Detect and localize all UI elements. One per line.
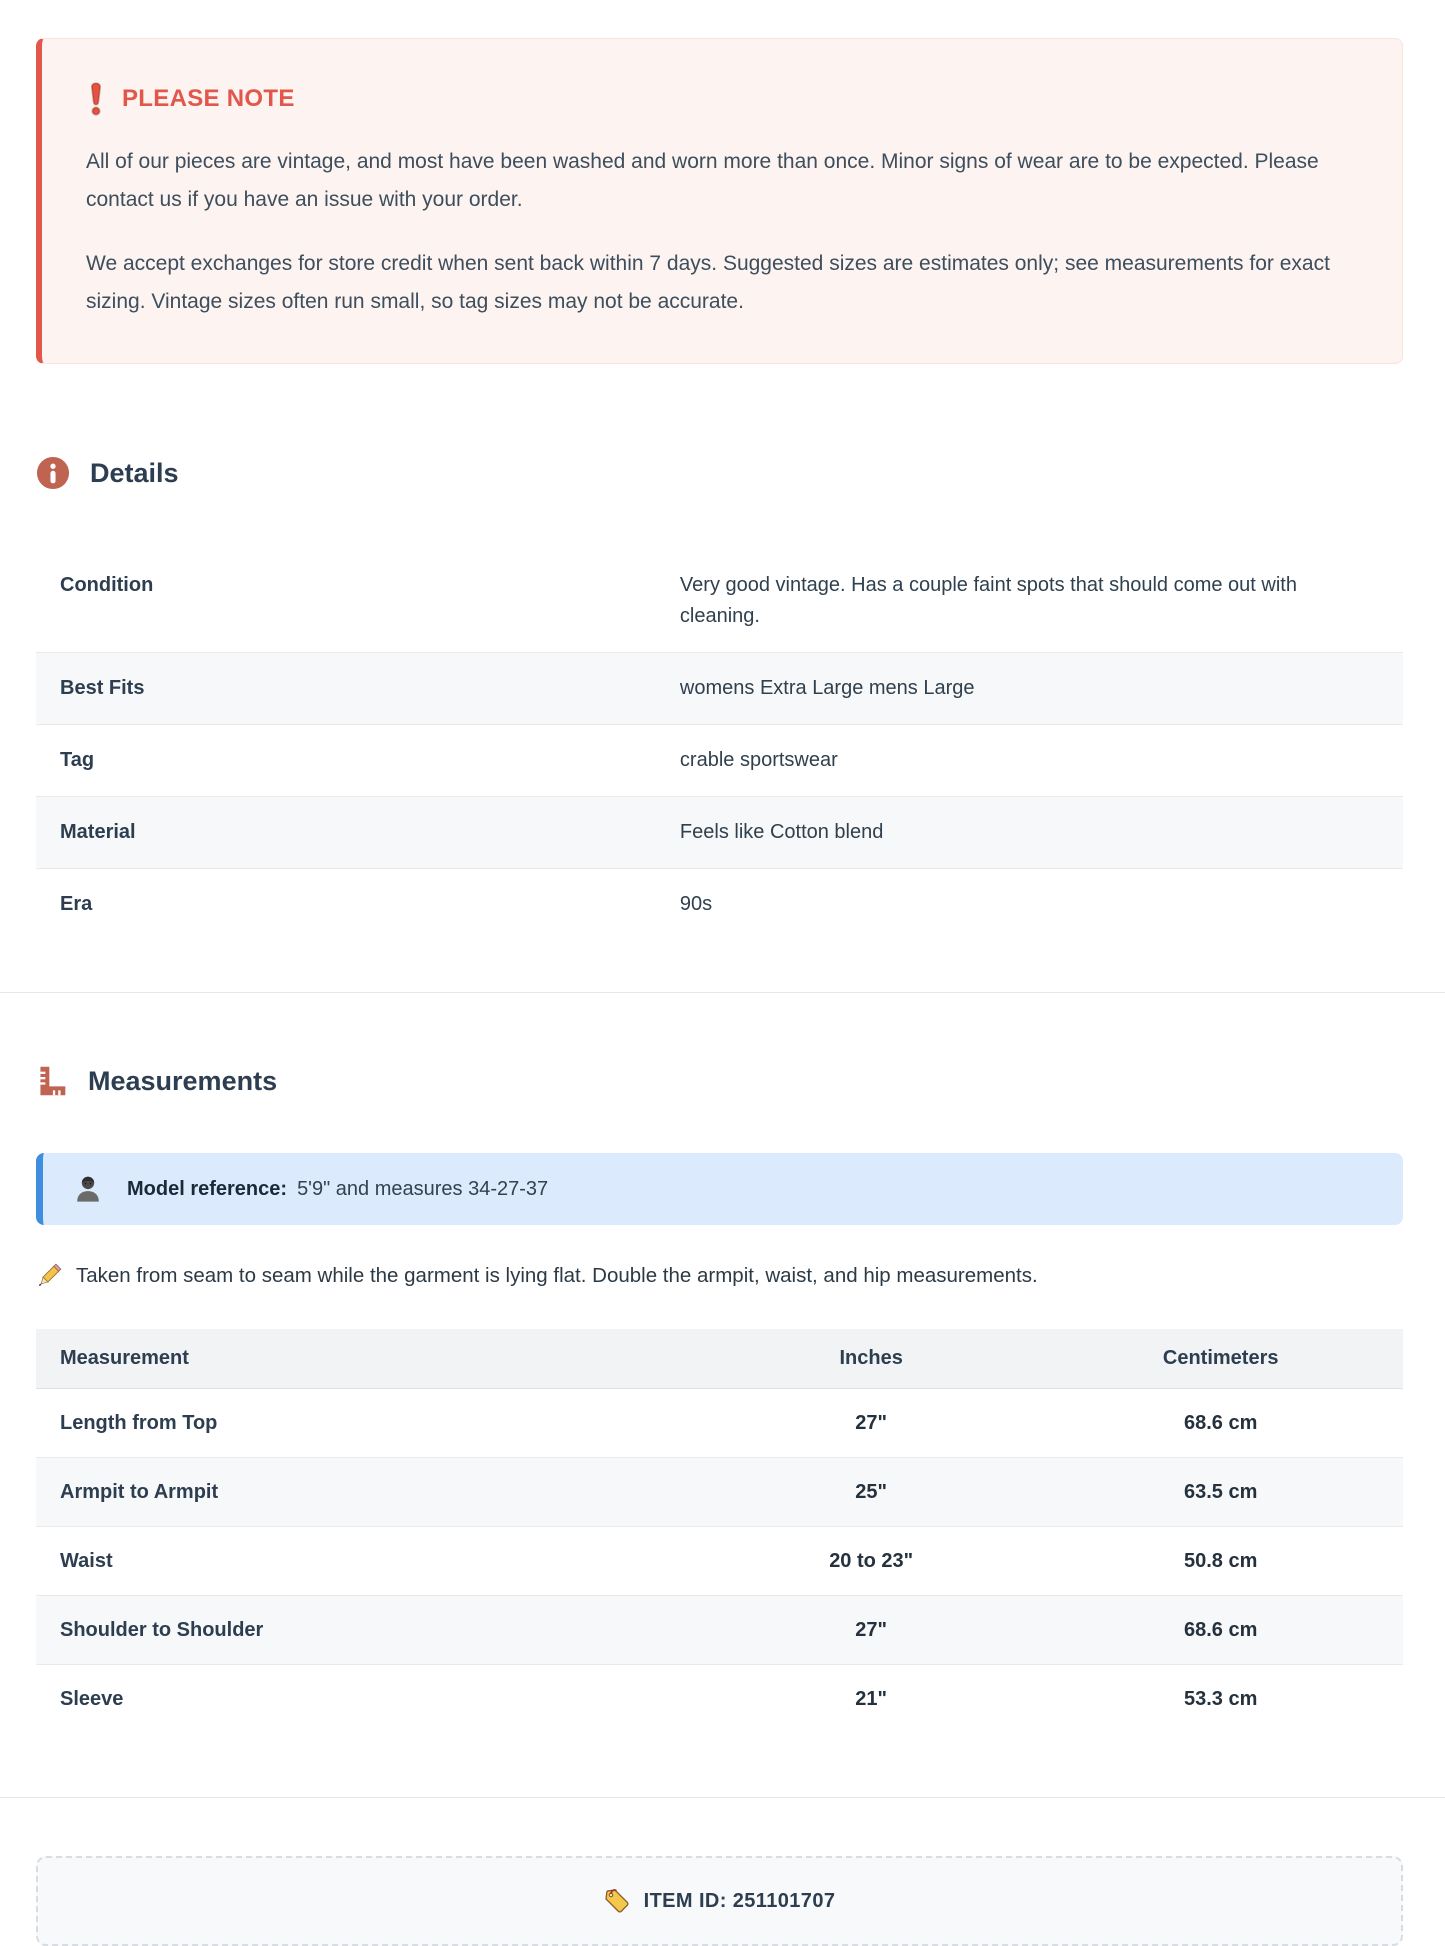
measurements-section: Measurements Model reference: 5'9" and me…	[36, 1065, 1403, 1733]
measurement-name: Sleeve	[60, 1688, 124, 1710]
measurement-inches: 27"	[855, 1412, 888, 1434]
details-row: Era 90s	[36, 868, 1403, 940]
please-note-title-text: PLEASE NOTE	[122, 85, 295, 112]
model-reference-value: 5'9" and measures 34-27-37	[297, 1177, 549, 1200]
details-section: Details Condition Very good vintage. Has…	[36, 456, 1403, 940]
measurements-table: Measurement Inches Centimeters Length fr…	[36, 1329, 1403, 1733]
details-heading: Details	[36, 456, 1403, 490]
details-table: Condition Very good vintage. Has a coupl…	[36, 550, 1403, 940]
details-row: Material Feels like Cotton blend	[36, 796, 1403, 868]
details-row-label: Best Fits	[60, 677, 145, 699]
measurement-inches: 25"	[855, 1481, 888, 1503]
details-row-value: Feels like Cotton blend	[679, 821, 884, 843]
section-divider	[0, 992, 1445, 993]
tag-icon	[604, 1888, 630, 1914]
info-icon	[36, 456, 70, 490]
measurements-title-text: Measurements	[88, 1065, 278, 1096]
measurement-name: Waist	[60, 1550, 113, 1572]
person-icon	[73, 1174, 103, 1204]
details-row: Condition Very good vintage. Has a coupl…	[36, 550, 1403, 652]
note-paragraph-1: All of our pieces are vintage, and most …	[86, 150, 1319, 211]
measurement-row: Armpit to Armpit 25" 63.5 cm	[36, 1457, 1403, 1526]
measurement-row: Length from Top 27" 68.6 cm	[36, 1389, 1403, 1457]
details-row: Tag crable sportswear	[36, 724, 1403, 796]
measurement-centimeters: 53.3 cm	[1184, 1688, 1258, 1710]
item-id-text: ITEM ID: 251101707	[643, 1889, 836, 1912]
pencil-icon	[36, 1263, 62, 1289]
header-measurement: Measurement	[60, 1347, 189, 1369]
please-note-heading: PLEASE NOTE	[86, 81, 1356, 117]
header-inches: Inches	[839, 1347, 903, 1369]
details-row-label: Material	[60, 821, 136, 843]
exclamation-icon	[86, 81, 106, 117]
details-title-text: Details	[90, 457, 179, 488]
measurement-row: Waist 20 to 23" 50.8 cm	[36, 1526, 1403, 1595]
measurement-centimeters: 68.6 cm	[1184, 1619, 1258, 1641]
details-row: Best Fits womens Extra Large mens Large	[36, 652, 1403, 724]
header-centimeters: Centimeters	[1162, 1347, 1279, 1369]
item-id-box: ITEM ID: 251101707	[36, 1856, 1403, 1946]
measurement-name: Length from Top	[60, 1412, 218, 1434]
model-reference-callout: Model reference: 5'9" and measures 34-27-…	[36, 1153, 1403, 1225]
model-reference-text: Model reference: 5'9" and measures 34-27-…	[127, 1178, 548, 1201]
measurement-centimeters: 63.5 cm	[1184, 1481, 1258, 1503]
please-note-callout: PLEASE NOTE All of our pieces are vintag…	[36, 38, 1403, 364]
measurements-heading: Measurements	[36, 1065, 1403, 1097]
note-paragraph-2: We accept exchanges for store credit whe…	[86, 252, 1330, 313]
measurement-note-text: Taken from seam to seam while the garmen…	[76, 1264, 1038, 1287]
measurement-name: Shoulder to Shoulder	[60, 1619, 264, 1641]
details-row-value: 90s	[679, 893, 713, 915]
model-reference-label: Model reference:	[127, 1177, 288, 1200]
details-row-label: Era	[60, 893, 93, 915]
measurement-note: Taken from seam to seam while the garmen…	[36, 1263, 1403, 1289]
ruler-icon	[36, 1065, 68, 1097]
details-row-label: Tag	[60, 749, 95, 771]
measurement-inches: 21"	[855, 1688, 888, 1710]
details-row-value: crable sportswear	[679, 749, 838, 771]
measurement-name: Armpit to Armpit	[60, 1481, 219, 1503]
details-row-value: Very good vintage. Has a couple faint sp…	[679, 574, 1297, 627]
measurement-centimeters: 68.6 cm	[1184, 1412, 1258, 1434]
measurement-row: Sleeve 21" 53.3 cm	[36, 1664, 1403, 1733]
measurements-table-body: Length from Top 27" 68.6 cm Armpit to Ar…	[36, 1389, 1403, 1733]
details-row-label: Condition	[60, 574, 154, 596]
measurement-row: Shoulder to Shoulder 27" 68.6 cm	[36, 1595, 1403, 1664]
measurement-inches: 27"	[855, 1619, 888, 1641]
details-row-value: womens Extra Large mens Large	[679, 677, 975, 699]
measurement-inches: 20 to 23"	[829, 1550, 914, 1572]
section-divider	[0, 1797, 1445, 1798]
measurements-table-header: Measurement Inches Centimeters	[36, 1329, 1403, 1389]
measurement-centimeters: 50.8 cm	[1184, 1550, 1258, 1572]
